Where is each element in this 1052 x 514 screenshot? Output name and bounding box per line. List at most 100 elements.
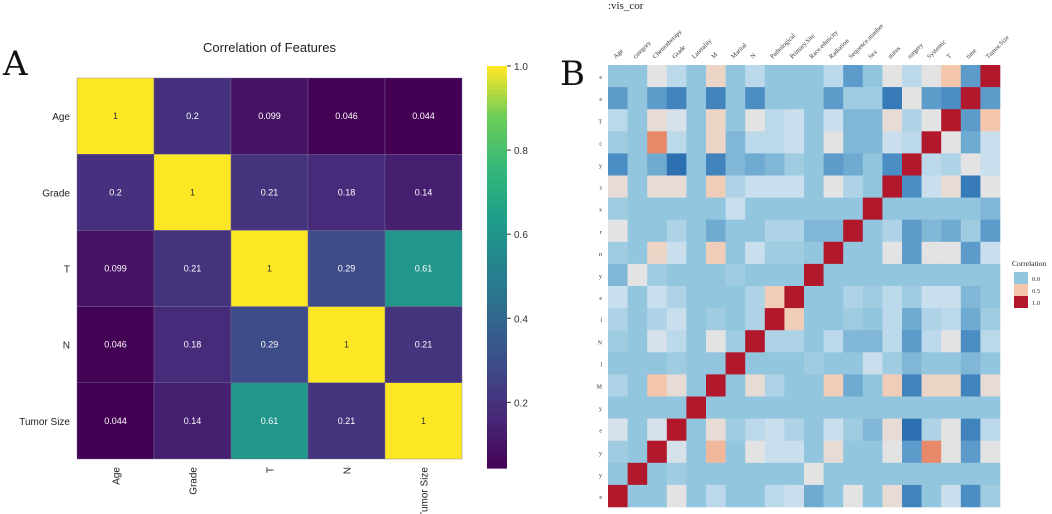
heatmap-cell	[647, 308, 668, 331]
heatmap-cell	[804, 352, 824, 375]
heatmap-cell	[725, 484, 746, 508]
heatmap-cell	[608, 374, 628, 397]
heatmap-cell	[706, 396, 726, 419]
heatmap-cell	[153, 230, 232, 307]
heatmap-cell	[784, 65, 805, 88]
heatmap-cell	[745, 462, 766, 486]
heatmap-cell	[882, 153, 903, 176]
colorbar-segment	[487, 98, 507, 103]
heatmap-cell	[686, 374, 707, 397]
heatmap-cell	[980, 330, 1001, 353]
heatmap-cell	[843, 175, 864, 198]
heatmap-cell	[647, 241, 668, 265]
colorbar-segment	[487, 367, 507, 373]
colorbar-segment	[487, 371, 507, 377]
heatmap-cell	[706, 286, 726, 309]
heatmap-cell	[960, 219, 981, 243]
cell-value-label: 0.099	[258, 111, 281, 121]
heatmap-cell	[647, 109, 668, 132]
y-tick-label: e	[599, 75, 602, 81]
heatmap-cell	[627, 153, 648, 176]
heatmap-cell	[76, 153, 155, 231]
heatmap-cell	[686, 175, 707, 198]
heatmap-cell	[627, 462, 648, 486]
heatmap-cell	[686, 308, 707, 331]
colorbar-segment	[487, 222, 507, 228]
y-tick-label: Age	[52, 112, 70, 123]
heatmap-cell	[921, 330, 942, 353]
heatmap-cell	[804, 308, 824, 331]
heatmap-cell	[804, 484, 824, 508]
heatmap-cell	[725, 109, 746, 132]
x-tick-label: surgery	[906, 41, 925, 60]
heatmap-cell	[902, 109, 922, 132]
heatmap-cell	[706, 462, 726, 486]
heatmap-cell	[843, 131, 864, 154]
heatmap-cell	[882, 65, 903, 88]
heatmap-cell	[627, 87, 648, 110]
heatmap-cell	[941, 109, 962, 132]
heatmap-cell	[627, 241, 648, 265]
heatmap-cell	[627, 330, 648, 353]
heatmap-cell	[941, 418, 962, 441]
y-tick-label: y	[599, 473, 602, 479]
heatmap-cell	[882, 374, 903, 397]
colorbar-segment	[487, 206, 507, 212]
colorbar-segment	[487, 106, 507, 111]
heatmap-cell	[902, 330, 922, 353]
heatmap-cell	[666, 197, 687, 220]
colorbar-segment	[487, 70, 507, 75]
heatmap-cell	[666, 484, 687, 508]
colorbar-segment	[487, 182, 507, 188]
x-tick-label: N	[749, 52, 757, 60]
x-tick-label: N	[343, 467, 354, 474]
heatmap-cell	[384, 153, 463, 231]
heatmap-cell	[686, 462, 707, 486]
colorbar-segment	[487, 66, 507, 71]
heatmap-cell	[804, 440, 824, 464]
colorbar-segment	[487, 407, 507, 413]
heatmap-cell	[745, 308, 766, 331]
heatmap-cell	[921, 263, 942, 287]
heatmap-cell	[804, 374, 824, 397]
chart-title-b: :vis_cor	[608, 0, 644, 12]
heatmap-cell	[960, 241, 981, 265]
heatmap-cell	[608, 109, 628, 132]
colorbar-segment	[487, 451, 507, 457]
colorbar-segment	[487, 94, 507, 99]
colorbar-segment	[487, 190, 507, 196]
colorbar-segment	[487, 138, 507, 143]
heatmap-cell	[686, 286, 707, 309]
colorbar-segment	[487, 254, 507, 260]
heatmap-cell	[666, 131, 687, 154]
heatmap-cell	[666, 263, 687, 287]
colorbar-segment	[487, 347, 507, 353]
heatmap-cell	[843, 330, 864, 353]
cell-value-label: 1	[113, 111, 118, 121]
heatmap-cell	[843, 462, 864, 486]
heatmap-cell	[980, 462, 1001, 486]
heatmap-cell	[980, 440, 1001, 464]
heatmap-cell	[882, 462, 903, 486]
heatmap-cell	[627, 440, 648, 464]
heatmap-cell	[647, 153, 668, 176]
heatmap-cell	[902, 396, 922, 419]
cell-value-label: 1	[344, 340, 349, 350]
heatmap-cell	[647, 352, 668, 375]
heatmap-cell	[843, 308, 864, 331]
heatmap-cell	[921, 65, 942, 88]
legend-swatch	[1014, 284, 1028, 296]
colorbar-segment	[487, 158, 507, 164]
heatmap-cell	[882, 418, 903, 441]
colorbar-segment	[487, 363, 507, 369]
heatmap-cell	[608, 87, 628, 110]
heatmap-cell	[823, 286, 844, 309]
x-tick-label: Systemic	[926, 39, 948, 61]
heatmap-cell	[647, 65, 668, 88]
heatmap-cell	[725, 241, 746, 265]
heatmap-cell	[862, 219, 883, 243]
x-tick-label: Grade	[671, 44, 687, 60]
heatmap-cell	[862, 330, 883, 353]
y-tick-label: e	[599, 97, 602, 103]
colorbar-segment	[487, 82, 507, 87]
